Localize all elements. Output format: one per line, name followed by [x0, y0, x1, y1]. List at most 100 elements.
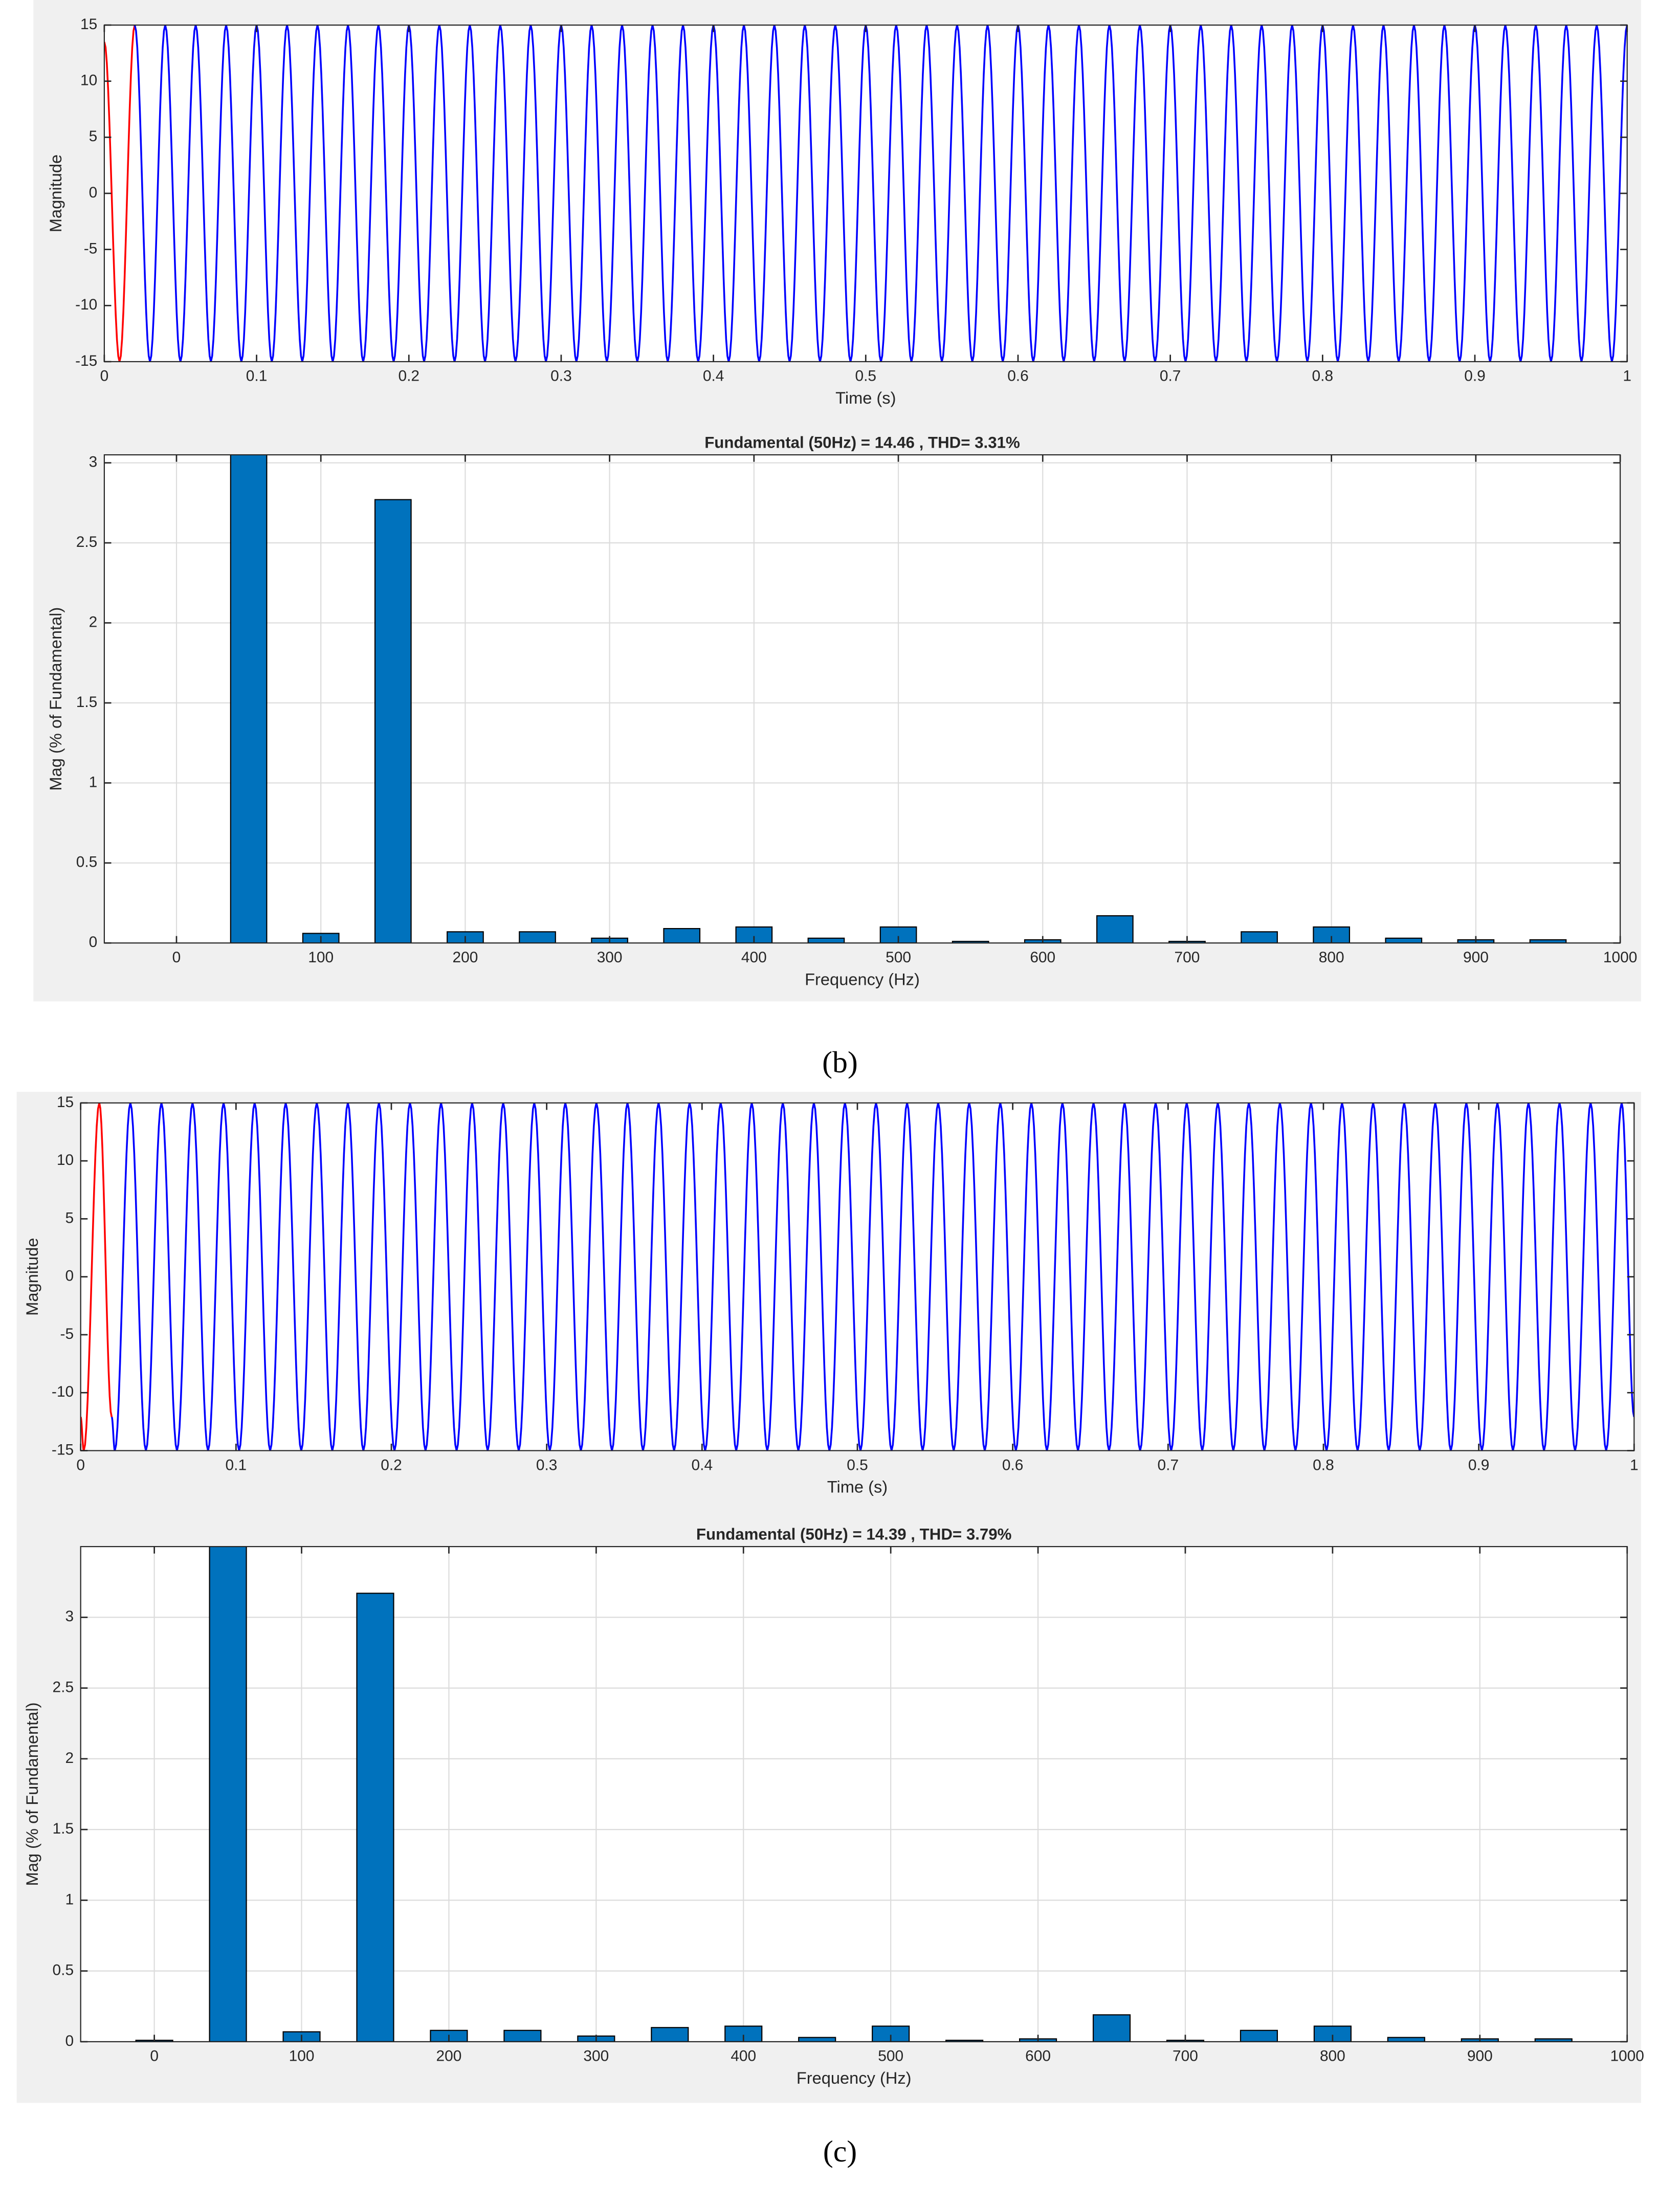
plot-content [80, 1547, 1627, 2042]
x-tick-label: 500 [878, 2048, 903, 2065]
x-tick-label: 200 [436, 2048, 462, 2065]
y-axis-label: Mag (% of Fundamental) [23, 1703, 41, 1886]
bar [945, 2040, 984, 2042]
y-tick-label: 2.5 [76, 534, 98, 550]
x-tick-label: 0.4 [692, 1456, 713, 1473]
x-tick-label: 0.9 [1468, 1456, 1490, 1473]
bar [1529, 939, 1567, 943]
y-tick-label: 2 [89, 613, 98, 630]
x-tick-label: 0.2 [381, 1456, 402, 1473]
x-tick-label: 0 [100, 368, 109, 385]
bar [651, 2027, 689, 2042]
y-tick-label: 15 [57, 1094, 74, 1111]
bar [798, 2037, 836, 2042]
y-tick-label: 15 [80, 16, 97, 33]
y-tick-label: 0 [65, 1268, 74, 1285]
y-tick-label: 3 [89, 454, 98, 471]
x-axis-label: Frequency (Hz) [797, 2068, 912, 2087]
y-tick-label: -10 [52, 1383, 74, 1400]
x-tick-label: 0.5 [847, 1456, 868, 1473]
y-tick-label: 10 [80, 72, 97, 89]
x-tick-label: 0.7 [1158, 1456, 1179, 1473]
x-tick-label: 800 [1319, 949, 1344, 966]
x-tick-label: 0.5 [855, 368, 877, 385]
plot-border [80, 1546, 1628, 2042]
x-tick-label: 0.3 [550, 368, 572, 385]
chart-title: Fundamental (50Hz) = 14.39 , THD= 3.79% [696, 1526, 1012, 1543]
x-tick-label: 100 [308, 949, 334, 966]
x-tick-label: 0.2 [398, 368, 419, 385]
bar [663, 928, 701, 943]
x-tick-label: 0 [76, 1456, 85, 1473]
x-axis-label: Frequency (Hz) [805, 969, 920, 988]
x-tick-label: 0.9 [1464, 368, 1486, 385]
x-tick-label: 900 [1463, 949, 1489, 966]
y-tick-label: 10 [57, 1152, 74, 1168]
plot-area [104, 455, 1621, 943]
x-tick-label: 300 [583, 2048, 609, 2065]
x-tick-label: 700 [1175, 949, 1200, 966]
x-tick-label: 700 [1173, 2048, 1198, 2065]
y-axis-label: Magnitude [23, 1238, 41, 1316]
bar [952, 941, 989, 943]
plot-border [80, 1102, 1635, 1451]
y-tick-label: -15 [52, 1441, 74, 1458]
y-axis-label: Magnitude [46, 155, 65, 232]
bar [1096, 915, 1134, 943]
plot-content [104, 455, 1621, 943]
x-tick-label: 0.1 [226, 1456, 247, 1473]
bar [1092, 2014, 1131, 2042]
y-tick-label: -10 [75, 296, 97, 313]
bar [356, 1593, 394, 2042]
x-tick-label: 500 [886, 949, 911, 966]
bar [1241, 931, 1278, 943]
x-tick-label: 0.6 [1002, 1456, 1024, 1473]
y-tick-label: 0 [89, 934, 98, 951]
y-axis-label: Mag (% of Fundamental) [46, 607, 65, 791]
plot-content [80, 1102, 1634, 1451]
chart-title: Fundamental (50Hz) = 14.46 , THD= 3.31% [704, 434, 1020, 452]
bar [807, 937, 845, 943]
x-axis-label: Time (s) [835, 388, 896, 407]
x-tick-label: 600 [1025, 2048, 1051, 2065]
x-tick-label: 400 [731, 2048, 756, 2065]
y-tick-label: 0 [89, 184, 98, 201]
y-tick-label: -5 [60, 1326, 74, 1342]
x-axis-label: Time (s) [827, 1477, 888, 1496]
y-tick-label: -15 [75, 352, 97, 369]
x-tick-label: 900 [1467, 2048, 1493, 2065]
x-tick-label: 0.1 [246, 368, 268, 385]
plot-area [104, 25, 1627, 362]
waveform [104, 25, 136, 362]
panel-caption: (b) [822, 1045, 858, 1079]
waveform [80, 1102, 113, 1451]
bar [503, 2029, 542, 2042]
y-tick-label: 5 [65, 1209, 74, 1226]
y-tick-label: 1 [89, 774, 98, 790]
x-tick-label: 1000 [1610, 2048, 1644, 2065]
x-tick-label: 1 [1623, 368, 1631, 385]
plot-border [103, 454, 1621, 944]
x-tick-label: 0.8 [1312, 368, 1334, 385]
x-tick-label: 300 [597, 949, 623, 966]
bar [230, 455, 268, 943]
bar [1385, 937, 1423, 943]
plot-area [80, 1547, 1627, 2042]
y-tick-label: 2.5 [53, 1679, 74, 1696]
y-tick-label: 0.5 [53, 1962, 74, 1979]
y-tick-label: 0.5 [76, 854, 98, 871]
x-tick-label: 0 [172, 949, 181, 966]
panel-caption: (c) [823, 2134, 857, 2168]
y-tick-label: 2 [65, 1750, 74, 1767]
x-tick-label: 400 [741, 949, 767, 966]
x-tick-label: 0.3 [536, 1456, 558, 1473]
x-tick-label: 1000 [1603, 949, 1638, 966]
y-tick-label: -5 [84, 240, 98, 257]
bar [1240, 2029, 1278, 2042]
bar [209, 1547, 247, 2042]
x-tick-label: 0 [150, 2048, 159, 2065]
y-tick-label: 1.5 [76, 694, 98, 711]
x-tick-label: 0.6 [1007, 368, 1029, 385]
bar [374, 499, 412, 943]
